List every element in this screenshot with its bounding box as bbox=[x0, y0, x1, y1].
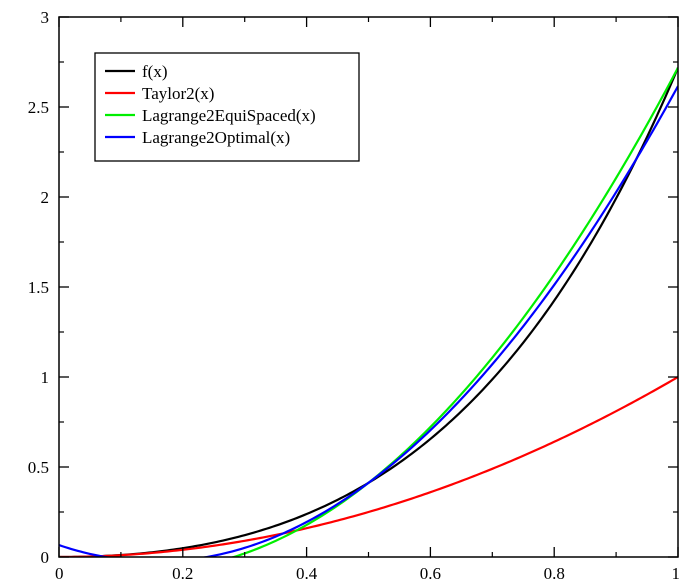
x-tick-label: 0.6 bbox=[420, 564, 441, 582]
x-tick-label: 0 bbox=[55, 564, 64, 582]
y-tick-label: 0 bbox=[41, 548, 50, 567]
x-tick-label: 1 bbox=[672, 564, 680, 582]
series-line-2 bbox=[59, 376, 678, 557]
series-layer bbox=[59, 67, 678, 557]
ticks-layer: 0 0.2 0.4 0.6 0.8 1 0 0.5 1 1.5 2 2.5 3 bbox=[28, 8, 680, 582]
y-tick-label: 2 bbox=[41, 188, 50, 207]
y-tick-label: 0.5 bbox=[28, 458, 49, 477]
legend: f(x) Taylor2(x) Lagrange2EquiSpaced(x) Lagr… bbox=[94, 52, 360, 162]
legend-label: Lagrange2Optimal(x) bbox=[142, 128, 290, 147]
legend-label: Lagrange2EquiSpaced(x) bbox=[142, 106, 316, 125]
x-tick-label: 0.8 bbox=[544, 564, 565, 582]
y-tick-label: 1 bbox=[41, 368, 50, 387]
y-tick-label: 3 bbox=[41, 8, 50, 27]
y-tick-label: 2.5 bbox=[28, 98, 49, 117]
series-line-4 bbox=[59, 85, 678, 557]
x-tick-label: 0.2 bbox=[172, 564, 193, 582]
x-tick-label: 0.4 bbox=[296, 564, 318, 582]
y-tick-label: 1.5 bbox=[28, 278, 49, 297]
legend-label: Taylor2(x) bbox=[142, 84, 214, 103]
legend-box bbox=[94, 52, 360, 162]
legend-label: f(x) bbox=[142, 62, 167, 81]
